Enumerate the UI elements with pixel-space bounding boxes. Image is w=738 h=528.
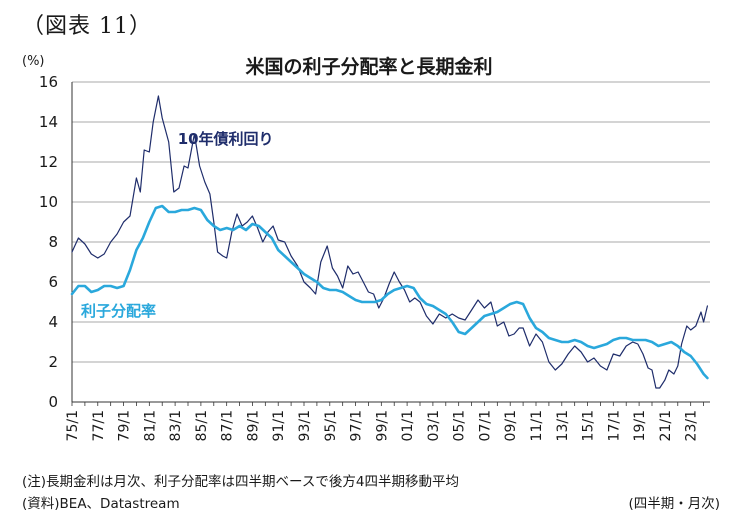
y-tick-label: 12 — [39, 153, 58, 171]
chart-frequency: (四半期・月次) — [628, 496, 720, 512]
figure-label: （図表 11） — [22, 14, 152, 39]
y-tick-label: 0 — [48, 393, 58, 411]
chart-source: (資料)BEA、Datastream — [22, 496, 180, 512]
x-tick-label: 19/1 — [632, 410, 648, 441]
x-tick-label: 85/1 — [194, 410, 210, 441]
x-tick-label: 05/1 — [452, 410, 468, 441]
x-tick-label: 91/1 — [271, 410, 287, 441]
x-tick-label: 07/1 — [477, 410, 493, 441]
x-tick-label: 21/1 — [658, 410, 674, 441]
x-tick-label: 83/1 — [168, 410, 184, 441]
x-tick-label: 87/1 — [220, 410, 236, 441]
x-tick-label: 15/1 — [581, 410, 597, 441]
series-line-interest-share — [70, 204, 709, 380]
y-tick-label: 8 — [48, 233, 58, 251]
x-tick-label: 93/1 — [297, 410, 313, 441]
y-tick-label: 6 — [48, 273, 58, 291]
chart-title: 米国の利子分配率と長期金利 — [245, 56, 493, 78]
x-tick-label: 89/1 — [245, 410, 261, 441]
y-tick-label: 4 — [48, 313, 58, 331]
x-tick-label: 81/1 — [142, 410, 158, 441]
x-tick-label: 09/1 — [503, 410, 519, 441]
y-axis-unit: (%) — [22, 54, 45, 69]
x-tick-label: 75/1 — [65, 410, 81, 441]
x-tick-label: 17/1 — [606, 410, 622, 441]
x-tick-label: 23/1 — [684, 410, 700, 441]
y-tick-label: 10 — [39, 193, 58, 211]
x-tick-label: 79/1 — [117, 410, 133, 441]
series-label-interest-share: 利子分配率 — [81, 302, 156, 320]
x-tick-label: 11/1 — [529, 410, 545, 441]
grid-lines — [72, 81, 710, 363]
x-tick-label: 03/1 — [426, 410, 442, 441]
x-tick-label: 99/1 — [374, 410, 390, 441]
y-axis-ticks: 0 2 4 6 8 10 12 14 16 — [39, 73, 58, 411]
x-tick-label: 01/1 — [400, 410, 416, 441]
series-label-bond-yield: 10年債利回り — [178, 130, 274, 148]
x-tick-label: 95/1 — [323, 410, 339, 441]
y-tick-label: 16 — [39, 73, 58, 91]
x-tick-label: 97/1 — [349, 410, 365, 441]
y-tick-label: 2 — [48, 353, 58, 371]
x-axis: 75/1 77/1 79/1 81/1 83/1 85/1 87/1 89/1 91/1 93/1… — [65, 82, 710, 441]
y-tick-label: 14 — [39, 113, 58, 131]
x-tick-label: 77/1 — [91, 410, 107, 441]
chart-note: (注)長期金利は月次、利子分配率は四半期ベースで後方4四半期移動平均 — [22, 474, 459, 490]
series-lines — [70, 95, 709, 389]
x-tick-label: 13/1 — [555, 410, 571, 441]
